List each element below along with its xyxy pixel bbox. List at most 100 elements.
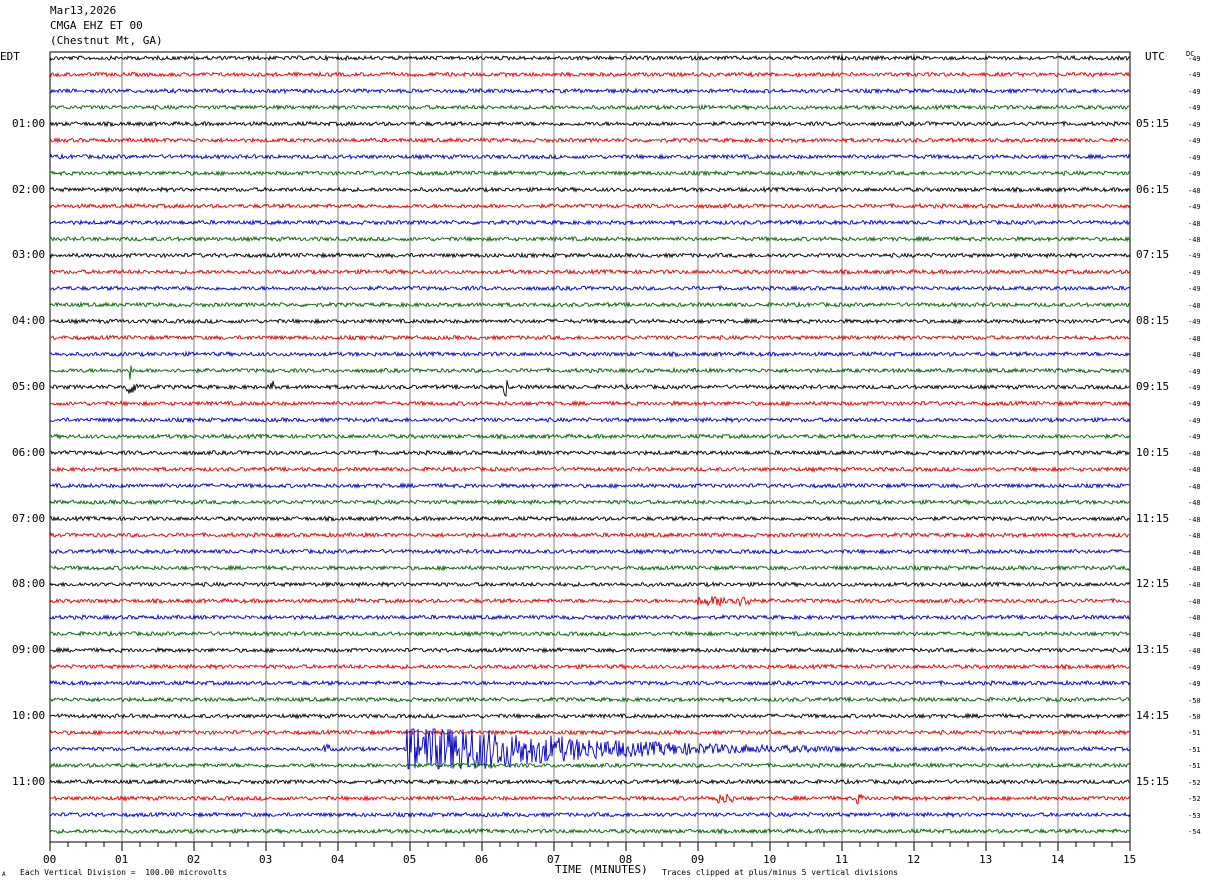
left-hour-label: 01:00 <box>12 116 46 130</box>
dc-offset-label: -51 <box>1188 745 1201 754</box>
dc-offset-label: -48 <box>1188 564 1201 573</box>
seismic-trace <box>49 679 1131 687</box>
x-tick-label: 13 <box>979 853 993 866</box>
seismic-trace <box>49 317 1131 325</box>
dc-offset-label: -50 <box>1188 696 1201 705</box>
left-hour-label: 06:00 <box>12 445 46 459</box>
x-tick-label: 12 <box>907 853 921 866</box>
dc-offset-label: -48 <box>1188 647 1201 656</box>
left-hour-label: 04:00 <box>12 314 46 328</box>
plot-frame <box>49 51 1131 843</box>
dc-offset-label: -49 <box>1188 170 1201 179</box>
dc-offset-label: -49 <box>1188 285 1201 294</box>
left-hour-label: 03:00 <box>12 248 46 262</box>
right-hour-label: 10:15 <box>1136 445 1170 459</box>
seismic-trace <box>49 531 1130 539</box>
seismic-trace <box>49 547 1131 556</box>
seismic-trace <box>49 251 1131 260</box>
dc-offset-label: -48 <box>1188 482 1201 491</box>
dc-offset-label: -49 <box>1188 120 1201 129</box>
left-hour-label: 05:00 <box>12 380 46 393</box>
footer-left-note: Each Vertical Division = 100.00 microvol… <box>20 868 228 877</box>
dc-offset-label: -52 <box>1188 778 1201 787</box>
dc-offset-label: -48 <box>1188 334 1201 343</box>
dc-offset-label: -48 <box>1188 515 1201 524</box>
dc-offset-label: -51 <box>1188 762 1201 771</box>
seismic-trace <box>49 827 1131 835</box>
seismic-trace <box>49 811 1131 819</box>
seismic-trace <box>49 515 1131 523</box>
dc-offset-label: -49 <box>1188 663 1201 672</box>
dc-offset-label: -48 <box>1188 597 1201 606</box>
right-hour-label: 07:15 <box>1136 248 1170 262</box>
seismic-trace <box>49 70 1131 79</box>
left-hour-label: 08:00 <box>12 577 46 591</box>
dc-offset-label: -51 <box>1188 729 1201 738</box>
seismic-trace <box>50 350 1131 358</box>
seismic-trace <box>49 498 1131 506</box>
dc-offset-label: -48 <box>1188 466 1201 475</box>
seismic-trace <box>49 596 1131 608</box>
seismic-trace <box>49 399 1131 408</box>
x-tick-label: 09 <box>691 853 705 866</box>
seismic-trace <box>49 564 1131 572</box>
seismic-trace <box>50 629 1131 638</box>
dc-offset-label: -49 <box>1188 680 1201 689</box>
seismic-trace <box>49 663 1131 671</box>
dc-offset-label: -48 <box>1188 614 1201 623</box>
seismic-trace <box>49 728 1131 737</box>
seismic-trace <box>49 202 1131 210</box>
seismic-trace <box>49 580 1131 589</box>
x-tick-label: 04 <box>331 853 345 866</box>
dc-offset-label: -52 <box>1188 795 1201 804</box>
seismic-trace <box>49 761 1131 769</box>
dc-offset-label: -49 <box>1188 203 1201 212</box>
dc-offset-label: -48 <box>1188 235 1201 244</box>
x-tick-label: 05 <box>403 853 417 866</box>
x-axis-title: TIME (MINUTES) <box>555 863 648 876</box>
seismic-trace <box>49 728 1131 770</box>
seismic-trace <box>49 300 1131 309</box>
right-hour-label: 14:15 <box>1136 709 1170 722</box>
dc-offset-label: -48 <box>1188 351 1201 360</box>
left-hour-label: 09:00 <box>12 643 46 657</box>
dc-offset-label: -54 <box>1188 828 1201 837</box>
seismic-trace <box>49 268 1131 276</box>
seismic-trace <box>49 284 1131 292</box>
right-hour-label: 13:15 <box>1136 643 1170 657</box>
dc-offset-label: -49 <box>1188 71 1201 80</box>
dc-offset-label: -49 <box>1188 104 1201 113</box>
seismic-trace <box>49 481 1131 490</box>
dc-offset-label: -50 <box>1188 713 1201 721</box>
seismic-trace <box>49 449 1131 457</box>
dc-offset-label: -49 <box>1188 318 1201 327</box>
footer-corner-mark: A <box>2 871 6 878</box>
seismic-trace <box>49 136 1131 144</box>
x-tick-label: 10 <box>763 853 777 866</box>
right-hour-label: 11:15 <box>1136 511 1170 525</box>
dc-offset-label: -48 <box>1188 532 1201 541</box>
dc-offset-label: -48 <box>1188 219 1201 228</box>
seismic-trace <box>49 87 1131 95</box>
dc-offset-label: -53 <box>1188 811 1201 820</box>
right-hour-label: 06:15 <box>1136 182 1170 196</box>
dc-offset-label: -49 <box>1188 87 1201 96</box>
right-hour-label: 09:15 <box>1136 380 1170 393</box>
dc-offset-label: -49 <box>1188 367 1201 376</box>
right-timezone-label: UTC <box>1145 50 1165 63</box>
seismic-trace <box>49 152 1131 161</box>
left-hour-label: 11:00 <box>12 774 46 788</box>
seismic-trace <box>49 646 1131 654</box>
x-tick-label: 02 <box>187 853 201 866</box>
dc-offset-label: -49 <box>1188 400 1201 409</box>
seismic-trace <box>49 54 1131 62</box>
dc-offset-label: -49 <box>1188 433 1201 442</box>
right-hour-label: 08:15 <box>1136 314 1170 328</box>
seismic-trace <box>49 613 1131 621</box>
dc-offset-label: -49 <box>1188 384 1201 392</box>
dc-offset-label: -49 <box>1188 252 1201 261</box>
seismic-trace <box>49 380 1131 397</box>
dc-offset-label: -48 <box>1188 581 1201 590</box>
left-hour-label: 02:00 <box>12 182 46 196</box>
